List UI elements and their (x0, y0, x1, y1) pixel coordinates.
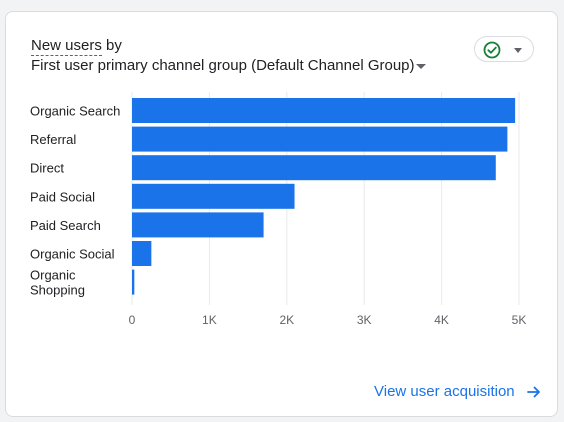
category-label: Paid Search (30, 218, 101, 233)
link-label: View user acquisition (374, 383, 515, 400)
bar-organic-search[interactable] (132, 98, 516, 123)
data-quality-button[interactable] (474, 36, 534, 62)
check-circle-icon (483, 41, 501, 59)
x-tick-label: 3K (357, 313, 372, 327)
bar-referral[interactable] (132, 126, 508, 152)
bar-organic-social[interactable] (132, 241, 152, 266)
x-tick-label: 5K (512, 313, 527, 327)
category-label: Referral (30, 132, 76, 147)
arrow-right-icon (527, 386, 540, 398)
new-users-card: New users by First user primary channel … (5, 11, 558, 417)
x-tick-label: 0 (129, 313, 136, 327)
bar-paid-search[interactable] (132, 212, 264, 238)
bar-organic-shopping[interactable] (132, 269, 135, 295)
category-label: Organic (30, 268, 76, 283)
chevron-down-icon (415, 63, 426, 69)
card-title: New users by (31, 37, 122, 56)
category-label: Organic Social (30, 247, 115, 262)
dimension-selector[interactable]: First user primary channel group (Defaul… (31, 57, 426, 74)
by-word: by (106, 37, 122, 54)
x-tick-label: 1K (202, 313, 217, 327)
category-label: Paid Social (30, 189, 95, 204)
category-label: Direct (30, 161, 64, 176)
channel-bar-chart: Organic Search Referral Direct Paid Social P… (30, 92, 527, 327)
x-tick-label: 2K (279, 313, 294, 327)
metric-label[interactable]: New users (31, 37, 102, 56)
category-label: Shopping (30, 283, 85, 298)
dimension-label: First user primary channel group (Defaul… (31, 57, 415, 74)
bar-direct[interactable] (132, 155, 496, 181)
category-label: Organic Search (30, 104, 120, 119)
bar-paid-social[interactable] (132, 183, 295, 209)
chevron-down-icon (514, 48, 522, 53)
x-tick-label: 4K (434, 313, 449, 327)
view-user-acquisition-link[interactable]: View user acquisition (374, 383, 540, 400)
